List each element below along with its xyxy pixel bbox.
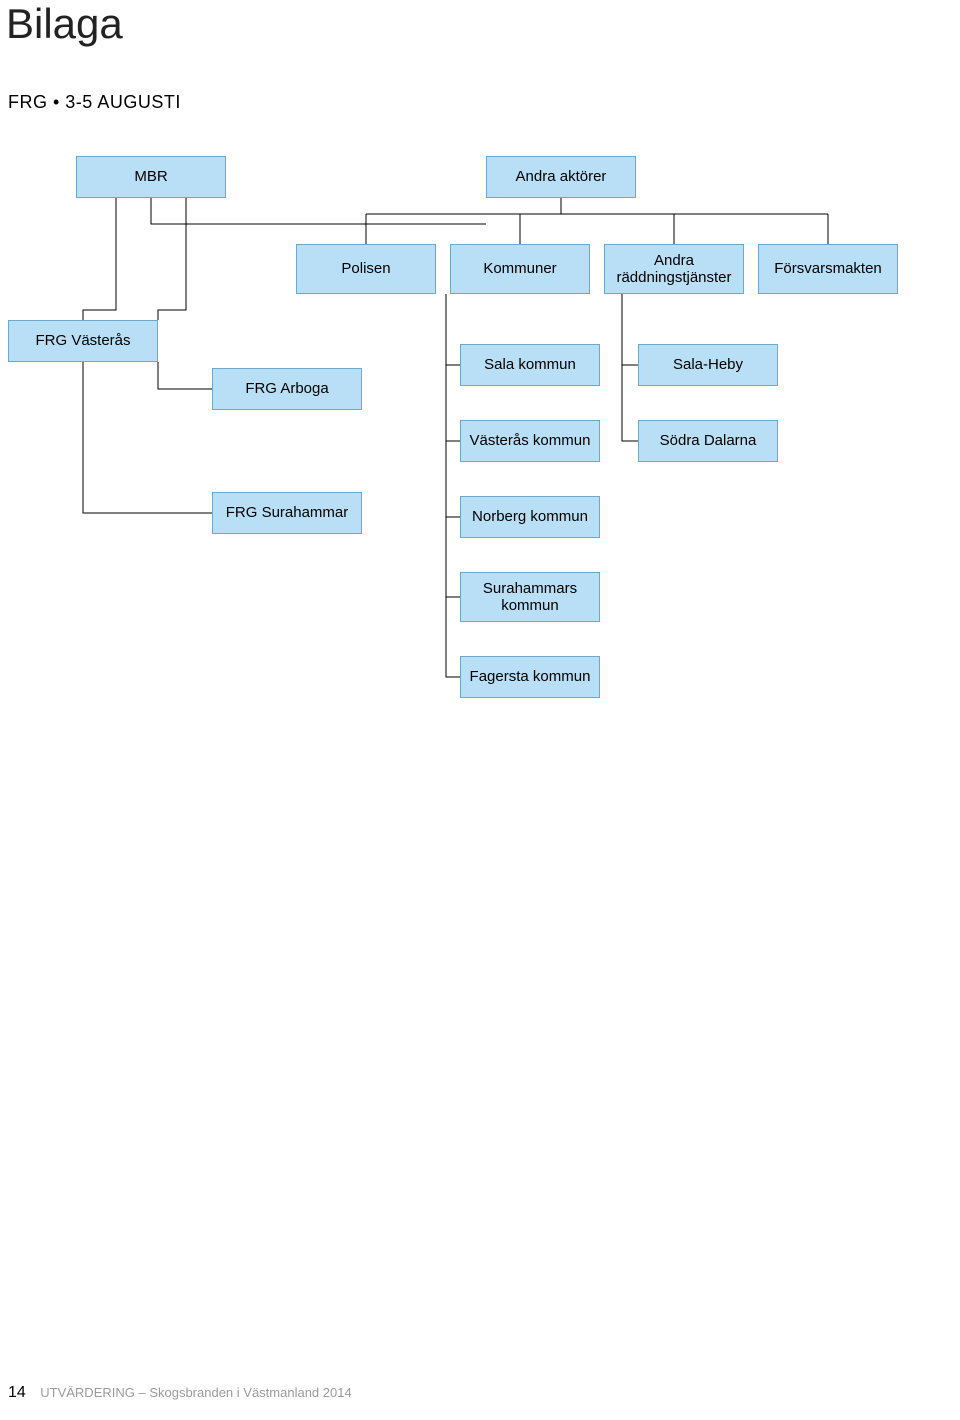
node-fagersta: Fagersta kommun [460, 656, 600, 698]
node-surahammar: FRG Surahammar [212, 492, 362, 534]
page-number: 14 [8, 1384, 26, 1401]
node-vasteras_k: Västerås kommun [460, 420, 600, 462]
page-title: Bilaga [6, 0, 123, 48]
node-mbr: MBR [76, 156, 226, 198]
edge-line [446, 294, 460, 677]
node-label: Västerås kommun [470, 432, 591, 449]
node-label: Andra aktörer [516, 168, 607, 185]
edge-line [83, 198, 116, 320]
node-label: Sala kommun [484, 356, 576, 373]
node-polisen: Polisen [296, 244, 436, 294]
node-label: Sala-Heby [673, 356, 743, 373]
node-label: Polisen [341, 260, 390, 277]
page-footer: 14 UTVÄRDERING – Skogsbranden i Västmanl… [8, 1384, 352, 1402]
node-label: MBR [134, 168, 167, 185]
node-label: Norberg kommun [472, 508, 588, 525]
node-sodradal: Södra Dalarna [638, 420, 778, 462]
node-label: Södra Dalarna [660, 432, 757, 449]
page-subtitle: FRG • 3-5 AUGUSTI [8, 92, 181, 113]
node-surah_k: Surahammars kommun [460, 572, 600, 622]
node-label: FRG Västerås [35, 332, 130, 349]
edge-line [83, 362, 212, 513]
page-root: Bilaga FRG • 3-5 AUGUSTI MBR Andra aktöre… [0, 0, 960, 1420]
node-sala: Sala kommun [460, 344, 600, 386]
node-norberg: Norberg kommun [460, 496, 600, 538]
node-salaheby: Sala-Heby [638, 344, 778, 386]
node-label: FRG Surahammar [226, 504, 349, 521]
diagram-edges [0, 0, 960, 1420]
node-label: FRG Arboga [245, 380, 328, 397]
edge-line [622, 294, 638, 441]
node-arboga: FRG Arboga [212, 368, 362, 410]
node-kommuner: Kommuner [450, 244, 590, 294]
node-aktorer: Andra aktörer [486, 156, 636, 198]
node-label: Kommuner [483, 260, 556, 277]
edge-line [158, 198, 186, 320]
edge-line [151, 198, 486, 224]
node-label: Fagersta kommun [470, 668, 591, 685]
node-vasteras: FRG Västerås [8, 320, 158, 362]
edge-line [158, 362, 212, 389]
node-label: Försvarsmakten [774, 260, 882, 277]
node-label: Andra räddningstjänster [616, 252, 731, 287]
node-label: Surahammars kommun [483, 580, 577, 615]
node-raddning: Andra räddningstjänster [604, 244, 744, 294]
footer-text: UTVÄRDERING – Skogsbranden i Västmanland… [40, 1385, 351, 1400]
node-forsvars: Försvarsmakten [758, 244, 898, 294]
